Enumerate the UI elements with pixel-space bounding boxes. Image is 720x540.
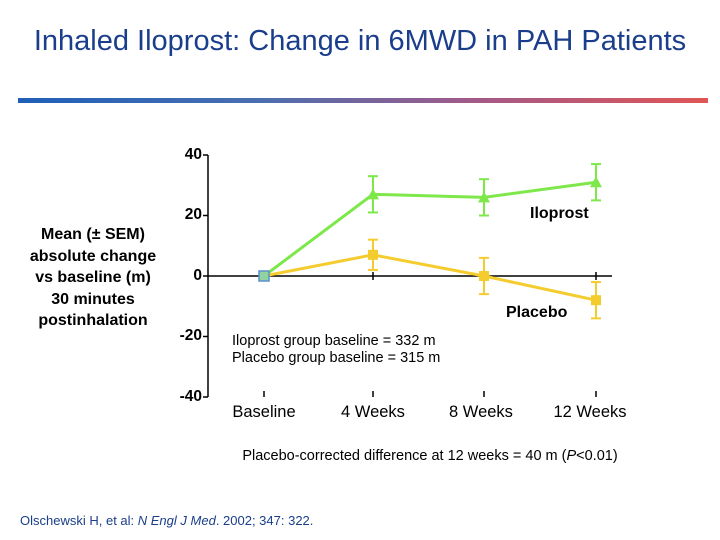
y-axis-label-line: absolute change <box>29 247 157 265</box>
y-tick-label: 0 <box>193 267 202 284</box>
data-point-baseline <box>258 270 270 282</box>
y-axis-label-line: Mean (± SEM) <box>41 226 145 243</box>
y-axis-label-line: vs baseline (m) <box>35 269 151 286</box>
y-axis-label: Mean (± SEM) absolute change vs baseline… <box>18 224 168 332</box>
source-journal: N Engl J Med <box>137 513 216 528</box>
x-tick-label: 4 Weeks <box>341 403 405 421</box>
y-tick-label: 40 <box>184 146 202 163</box>
data-point-iloprost <box>367 188 379 200</box>
title-divider <box>18 98 708 103</box>
source-authors: Olschewski H, et al: <box>20 513 138 528</box>
annotation-placebo-baseline: Placebo group baseline = 315 m <box>232 350 441 366</box>
data-point-iloprost <box>590 176 602 188</box>
x-tick-label: 8 Weeks <box>449 403 513 421</box>
footnote-p-italic: P <box>566 448 577 464</box>
data-point-placebo <box>368 249 378 260</box>
page-title: Inhaled Iloprost: Change in 6MWD in PAH … <box>33 25 687 57</box>
series-line-iloprost <box>263 180 597 278</box>
data-point-iloprost <box>478 191 490 203</box>
series-line-placebo <box>263 253 597 302</box>
footnote-prefix: Placebo-corrected difference at 12 weeks… <box>242 448 567 464</box>
footnote: Placebo-corrected difference at 12 weeks… <box>0 448 720 464</box>
legend-iloprost: Iloprost <box>530 205 589 222</box>
y-tick-label: -40 <box>179 388 202 405</box>
x-tick-label: Baseline <box>232 403 296 421</box>
annotation-iloprost-baseline: Iloprost group baseline = 332 m <box>232 333 436 349</box>
data-point-placebo <box>479 271 489 281</box>
legend-placebo: Placebo <box>506 304 568 321</box>
y-tick-label: 20 <box>184 206 202 223</box>
y-axis-label-line: postinhalation <box>38 312 148 329</box>
data-point-placebo <box>591 295 601 306</box>
x-tick-label: 12 Weeks <box>553 403 627 421</box>
y-axis-label-line: 30 minutes <box>51 290 135 308</box>
footnote-suffix: <0.01) <box>576 448 618 464</box>
source-citation: Olschewski H, et al: N Engl J Med. 2002;… <box>20 513 313 528</box>
source-rest: . 2002; 347: 322. <box>215 513 314 528</box>
y-tick-label: -20 <box>179 327 202 344</box>
